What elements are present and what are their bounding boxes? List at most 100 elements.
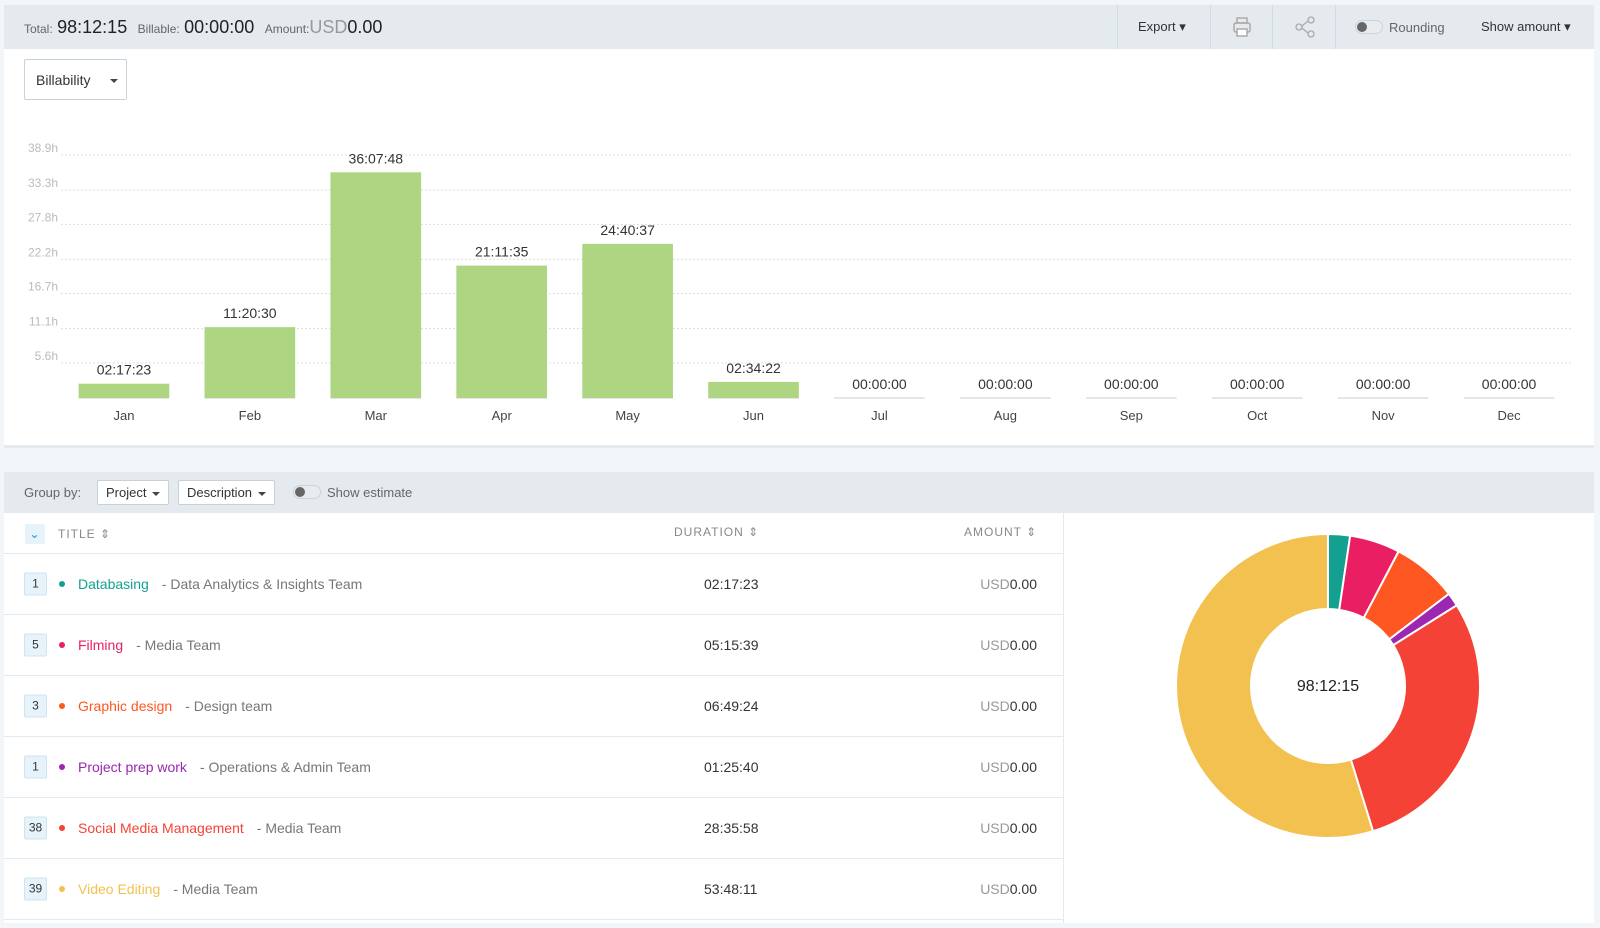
title-cell: Project prep work - Operations & Admin Te… — [78, 759, 371, 775]
title-cell: Social Media Management - Media Team — [78, 820, 341, 836]
team-name: - Media Team — [257, 820, 342, 836]
x-tick-label: Jun — [743, 408, 764, 423]
value-label: 21:11:35 — [475, 244, 529, 260]
count-badge: 3 — [24, 695, 47, 718]
share-icon[interactable] — [1294, 16, 1316, 38]
x-tick-label: Mar — [365, 408, 388, 423]
value-label: 02:34:22 — [726, 360, 781, 376]
color-dot — [59, 703, 65, 709]
amount: 0.00 — [1010, 637, 1037, 653]
project-name: Social Media Management — [78, 820, 244, 836]
count-badge: 39 — [24, 878, 47, 901]
amount-currency: USD — [980, 637, 1010, 653]
billable: 00:00:00 — [184, 17, 254, 37]
export-label: Export — [1138, 19, 1176, 34]
x-tick-label: Jul — [871, 408, 888, 423]
x-tick-label: Aug — [994, 408, 1017, 423]
group-by-label: Group by: — [24, 485, 81, 500]
total: 98:12:15 — [57, 17, 127, 37]
y-tick-label: 16.7h — [28, 280, 58, 294]
value-label: 00:00:00 — [852, 376, 907, 392]
billable-label: Billable: — [138, 22, 180, 36]
color-dot — [59, 581, 65, 587]
amount-header[interactable]: AMOUNT ⇕ — [964, 525, 1037, 539]
group-project-dropdown[interactable]: Project — [97, 480, 169, 505]
title-header-label: TITLE — [58, 527, 96, 541]
value-label: 24:40:37 — [600, 222, 655, 238]
amount-cell: USD0.00 — [980, 881, 1037, 897]
rounding-toggle[interactable] — [1355, 20, 1383, 34]
duration: 28:35:58 — [704, 820, 759, 836]
totals: Total: 98:12:15 Billable: 00:00:00 Amoun… — [24, 17, 382, 38]
amount: 0.00 — [347, 17, 382, 37]
duration-header[interactable]: DURATION ⇕ — [674, 525, 759, 539]
team-name: - Media Team — [136, 637, 221, 653]
amount: 0.00 — [1010, 698, 1037, 714]
total-label: Total: — [24, 22, 53, 36]
count-badge: 5 — [24, 634, 47, 657]
donut-chart: 98:12:15 — [1064, 513, 1594, 920]
project-name: Project prep work — [78, 759, 187, 775]
amount-currency: USD — [309, 17, 347, 37]
billability-dropdown[interactable]: Billability — [24, 59, 127, 100]
color-dot — [59, 764, 65, 770]
donut-slice — [1351, 605, 1480, 831]
x-tick-label: Jan — [113, 408, 134, 423]
x-tick-label: Dec — [1497, 408, 1521, 423]
color-dot — [59, 825, 65, 831]
y-tick-label: 27.8h — [28, 210, 58, 224]
value-label: 02:17:23 — [97, 362, 152, 378]
duration: 05:15:39 — [704, 637, 759, 653]
amount-cell: USD0.00 — [980, 759, 1037, 775]
group-bar: Group by: Project Description Show estim… — [4, 472, 1594, 513]
title-cell: Video Editing- Media Team — [78, 881, 258, 897]
x-tick-label: May — [615, 408, 640, 423]
bar-chart: 5.6h11.1h16.7h22.2h27.8h33.3h38.9h02:17:… — [0, 100, 1600, 440]
amount-currency: USD — [980, 576, 1010, 592]
amount-cell: USD0.00 — [980, 637, 1037, 653]
amount: 0.00 — [1010, 576, 1037, 592]
duration-header-label: DURATION — [674, 525, 744, 539]
y-tick-label: 22.2h — [28, 245, 58, 259]
collapse-button[interactable]: ⌄ — [25, 524, 45, 544]
x-tick-label: Oct — [1247, 408, 1268, 423]
value-label: 00:00:00 — [1482, 376, 1537, 392]
bar — [708, 382, 799, 398]
toolbar: Total: 98:12:15 Billable: 00:00:00 Amoun… — [4, 5, 1594, 49]
amount-currency: USD — [980, 881, 1010, 897]
value-label: 00:00:00 — [1230, 376, 1285, 392]
table-header: ⌄ TITLE ⇕ DURATION ⇕ AMOUNT ⇕ — [4, 513, 1063, 554]
count-badge: 1 — [24, 756, 47, 779]
color-dot — [59, 642, 65, 648]
print-icon[interactable] — [1231, 16, 1253, 38]
title-header[interactable]: TITLE ⇕ — [58, 527, 111, 541]
value-label: 00:00:00 — [1356, 376, 1411, 392]
table-row: 39Video Editing- Media Team53:48:11USD0.… — [4, 859, 1063, 920]
project-name: Databasing — [78, 576, 149, 592]
x-tick-label: Feb — [239, 408, 261, 423]
show-amount-label: Show amount — [1481, 19, 1561, 34]
team-name: - Operations & Admin Team — [200, 759, 371, 775]
group-description-dropdown[interactable]: Description — [178, 480, 275, 505]
estimate-toggle[interactable] — [293, 485, 321, 499]
group-description: Description — [187, 485, 252, 500]
value-label: 00:00:00 — [1104, 376, 1159, 392]
project-name: Graphic design — [78, 698, 172, 714]
show-amount-button[interactable]: Show amount ▾ — [1481, 19, 1571, 35]
amount-currency: USD — [980, 759, 1010, 775]
amount: 0.00 — [1010, 820, 1037, 836]
value-label: 00:00:00 — [978, 376, 1033, 392]
amount-header-label: AMOUNT — [964, 525, 1022, 539]
value-label: 11:20:30 — [223, 305, 277, 321]
bar — [582, 244, 673, 398]
y-tick-label: 38.9h — [28, 141, 58, 155]
table-row: 38Social Media Management- Media Team28:… — [4, 798, 1063, 859]
bar — [456, 266, 547, 398]
export-button[interactable]: Export ▾ — [1138, 19, 1186, 35]
count-badge: 1 — [24, 573, 47, 596]
table-row: 5Filming- Media Team05:15:39USD0.00 — [4, 615, 1063, 676]
bar — [330, 172, 421, 398]
table-row: 1Databasing- Data Analytics & Insights T… — [4, 554, 1063, 615]
team-name: - Design team — [185, 698, 272, 714]
